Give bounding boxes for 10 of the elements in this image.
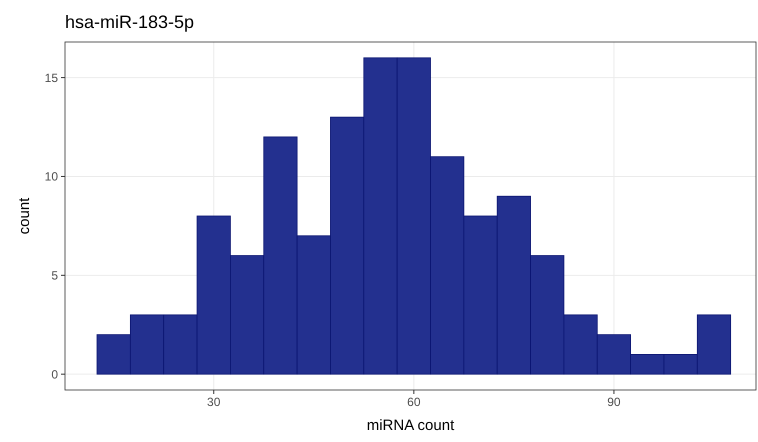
x-tick-label: 90 [607,395,621,409]
y-tick-label: 10 [44,170,58,184]
y-tick-label: 0 [51,367,58,382]
x-tick-label: 30 [207,395,221,409]
x-tick-label: 60 [407,395,421,409]
x-axis-title: miRNA count [366,417,456,434]
y-axis-title: count [16,196,33,234]
y-tick-label: 5 [51,268,58,283]
chart-title: hsa-miR-183-5p [65,12,194,32]
y-tick-label: 15 [44,70,58,85]
